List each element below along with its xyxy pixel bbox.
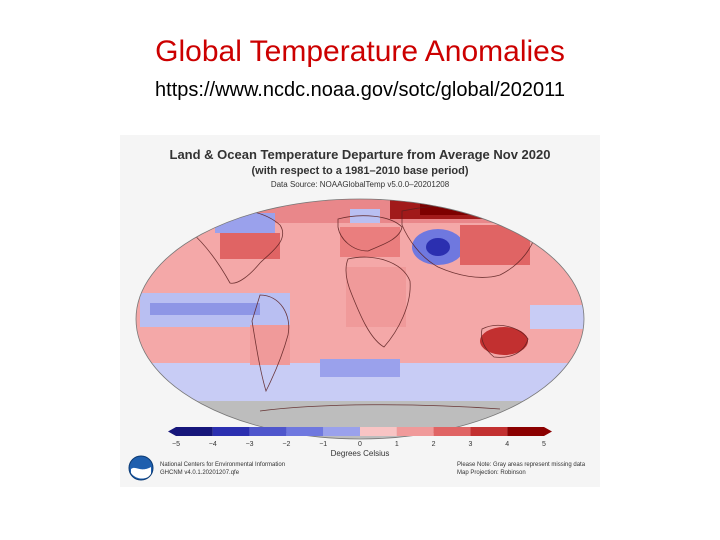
africa-outline [345,256,411,348]
map-subtitle: (with respect to a 1981–2010 base period… [251,165,469,177]
south-america-warm [250,325,290,365]
color-scale: −5 −4 −3 −2 −1 0 1 2 3 4 5 [168,427,552,448]
footer-right-line-2: Map Projection: Robinson [457,470,526,476]
scale-unit-label: Degrees Celsius [330,449,390,458]
west-pacific-cool [530,305,584,329]
scale-boxes [168,427,552,436]
noaa-logo-icon [128,455,154,481]
scale-tick-label: 2 [432,441,436,448]
scale-tick-label: −3 [246,441,254,448]
footer-right: Please Note: Gray areas represent missin… [457,461,597,477]
world-map [135,198,585,440]
scale-tick-label: −5 [172,441,180,448]
scale-box [470,427,508,436]
scale-box [396,427,434,436]
scale-box [249,427,287,436]
scale-box [212,427,250,436]
scale-tick-label: −2 [282,441,290,448]
scale-tick-label: 3 [468,441,472,448]
scale-box [360,427,397,436]
scale-box [433,427,471,436]
australia-warm [480,327,528,355]
scale-arrow-left [168,427,176,436]
europe-outline [337,215,403,252]
scale-tick-label: 0 [358,441,362,448]
scale-box [286,427,324,436]
scale-tick-label: −4 [209,441,217,448]
scale-ticks: −5 −4 −3 −2 −1 0 1 2 3 4 5 [172,441,546,448]
europe-warm [340,227,400,257]
slide-url[interactable]: https://www.ncdc.noaa.gov/sotc/global/20… [155,79,565,101]
scale-tick-label: −1 [319,441,327,448]
globe-border [135,198,585,440]
footer-left: National Centers for Environmental Infor… [160,461,340,477]
footer-left-line-1: National Centers for Environmental Infor… [160,462,286,468]
scale-box [323,427,360,436]
scale-box [507,427,544,436]
map-source: Data Source: NOAAGlobalTemp v5.0.0–20201… [270,180,450,189]
slide-title: Global Temperature Anomalies [155,35,565,68]
scale-tick-label: 5 [542,441,546,448]
scale-tick-label: 4 [505,441,509,448]
map-figure: Land & Ocean Temperature Departure from … [120,135,600,487]
africa-warm [346,267,406,327]
pacific-cool-core [150,303,260,315]
south-atlantic-cool [320,359,400,377]
central-asia-cold-core [426,238,450,256]
footer-left-line-2: GHCNM v4.0.1.20201207.qfe [160,470,240,476]
australia-outline [481,325,529,358]
scale-tick-label: 1 [395,441,399,448]
scale-box [176,427,213,436]
antarctica-outline [259,404,501,412]
south-america-outline [251,294,290,393]
north-america-warm [220,233,280,259]
footer-right-line-1: Please Note: Gray areas represent missin… [457,462,586,468]
scale-arrow-right [544,427,552,436]
map-title: Land & Ocean Temperature Departure from … [169,147,551,162]
